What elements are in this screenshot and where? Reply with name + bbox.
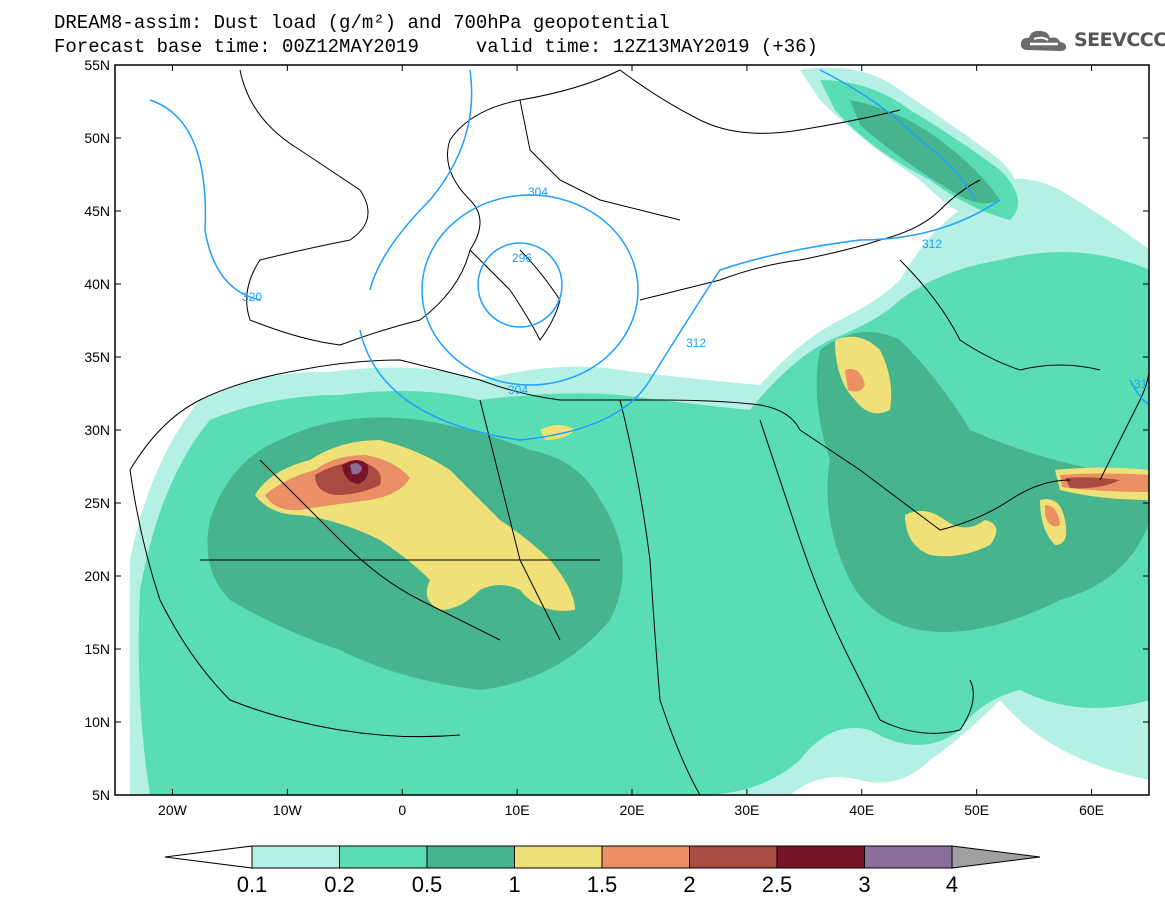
- lon-tick-label: 20E: [620, 802, 645, 818]
- geopotential-contours: [149, 69, 1149, 441]
- contour-label: 304: [508, 383, 528, 397]
- lat-tick-label: 55N: [84, 57, 110, 73]
- seevccc-logo: SEEVCCC: [1018, 26, 1165, 54]
- dust-region-1: [905, 511, 997, 557]
- colorbar-label: 2.5: [762, 872, 793, 897]
- contour-label: 320: [242, 290, 262, 304]
- lat-tick-label: 40N: [84, 276, 110, 292]
- colorbar-label: 3: [858, 872, 870, 897]
- lon-tick-label: 50E: [964, 802, 989, 818]
- lat-tick-label: 45N: [84, 203, 110, 219]
- contour-label: 312: [686, 336, 706, 350]
- lon-tick-label: 10W: [273, 802, 303, 818]
- lat-tick-label: 5N: [92, 787, 110, 803]
- colorbar-label: 1.5: [587, 872, 618, 897]
- colorbar-label: 0.5: [412, 872, 443, 897]
- colorbar-segment: [514, 845, 603, 869]
- colorbar-label: 1: [508, 872, 520, 897]
- colorbar-label: 4: [946, 872, 958, 897]
- dust-region-0.5: [850, 100, 1000, 204]
- lon-tick-label: 60E: [1079, 802, 1104, 818]
- lat-axis: 55N 50N 45N 40N 35N 30N 25N 20N 15N 10N 5N: [84, 57, 1149, 803]
- dust-field: [130, 67, 1149, 795]
- lat-tick-label: 20N: [84, 568, 110, 584]
- contour-label: 304: [528, 185, 548, 199]
- coastlines: [129, 69, 1149, 795]
- lat-tick-label: 30N: [84, 422, 110, 438]
- lat-tick-label: 50N: [84, 130, 110, 146]
- colorbar-segment: [864, 845, 953, 869]
- colorbar-label: 2: [683, 872, 695, 897]
- lon-axis: 20W 10W 0 10E 20E 30E 40E 50E 60E: [158, 65, 1104, 818]
- lon-tick-label: 10E: [505, 802, 530, 818]
- dust-region-1: [835, 336, 892, 414]
- colorbar: 0.1 0.2 0.5 1 1.5 2 2.5 3 4: [164, 845, 1041, 897]
- dust-region-1.5: [1045, 505, 1060, 527]
- lat-tick-label: 15N: [84, 641, 110, 657]
- chart-title: DREAM8-assim: Dust load (g/m²) and 700hP…: [54, 12, 670, 34]
- colorbar-segment: [426, 845, 515, 869]
- contour-label: 31: [1134, 377, 1148, 391]
- dust-region-1.5: [845, 369, 865, 392]
- colorbar-min-arrow: [164, 845, 253, 869]
- chart-subtitle: Forecast base time: 00Z12MAY2019 valid t…: [54, 36, 818, 58]
- lon-tick-label: 40E: [849, 802, 874, 818]
- contour-label: 312: [922, 237, 942, 251]
- colorbar-label: 0.1: [237, 872, 268, 897]
- logo-text: SEEVCCC: [1074, 29, 1165, 51]
- lat-tick-label: 10N: [84, 714, 110, 730]
- colorbar-segment: [339, 845, 428, 869]
- colorbar-segment: [601, 845, 690, 869]
- lat-tick-label: 25N: [84, 495, 110, 511]
- colorbar-label: 0.2: [324, 872, 355, 897]
- cloud-icon: [1020, 30, 1067, 51]
- contour-label: 296: [512, 251, 532, 265]
- colorbar-segment: [251, 845, 340, 869]
- lon-tick-label: 30E: [734, 802, 759, 818]
- lon-tick-label: 0: [398, 802, 406, 818]
- colorbar-max-arrow: [951, 845, 1041, 869]
- lat-tick-label: 35N: [84, 349, 110, 365]
- colorbar-segment: [776, 845, 865, 869]
- colorbar-segment: [689, 845, 778, 869]
- dust-region-0.5: [816, 332, 1149, 632]
- dust-region-2: [1065, 477, 1120, 489]
- dust-region-3: [350, 463, 362, 475]
- lon-tick-label: 20W: [158, 802, 188, 818]
